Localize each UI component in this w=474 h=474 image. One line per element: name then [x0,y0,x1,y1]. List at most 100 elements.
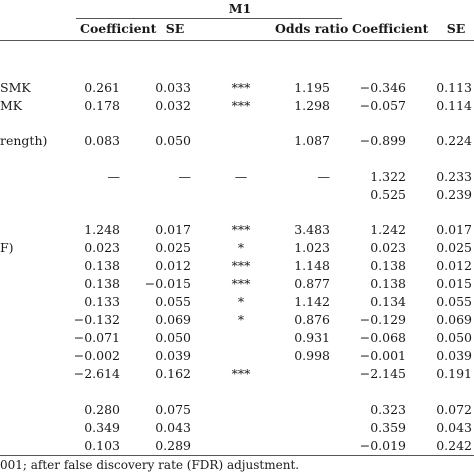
odds-ratio-cell: 0.877 [294,276,330,291]
se-m2-cell: 0.113 [436,80,472,95]
significance-cell: * [237,240,245,255]
coefficient-m2-cell: 0.023 [370,240,406,255]
row-label: rength) [0,133,48,148]
col-header-coefficient-2: Coefficient [352,21,429,36]
odds-ratio-cell: 0.998 [294,348,330,363]
se-m1-cell: 0.050 [155,133,191,148]
coefficient-m2-cell: 1.322 [370,169,406,184]
odds-ratio-cell: 0.931 [294,330,330,345]
se-m2-cell: 0.017 [436,222,472,237]
se-m2-cell: 0.050 [436,330,472,345]
group-underline [76,18,342,19]
se-m1-cell: 0.055 [155,294,191,309]
coefficient-m2-cell: −0.346 [359,80,406,95]
se-m1-cell: 0.162 [155,366,191,381]
coefficient-m2-cell: 0.138 [370,258,406,273]
se-m1-cell: 0.017 [155,222,191,237]
se-m2-cell: 0.012 [436,258,472,273]
odds-ratio-cell: 1.298 [294,98,330,113]
se-m1-cell: 0.075 [155,402,191,417]
se-m1-cell: 0.033 [155,80,191,95]
coefficient-m2-cell: 0.525 [370,187,406,202]
se-m1-cell: 0.043 [155,420,191,435]
se-m2-cell: 0.069 [436,312,472,327]
coefficient-m1-cell: 0.138 [84,276,120,291]
significance-cell: *** [231,258,251,273]
footnote: 001; after false discovery rate (FDR) ad… [0,458,300,472]
significance-cell: *** [231,80,251,95]
se-m2-cell: 0.191 [436,366,472,381]
coefficient-m1-cell: 1.248 [84,222,120,237]
col-header-coefficient-1: Coefficient [80,21,157,36]
se-m2-cell: 0.242 [436,438,472,453]
coefficient-m1-cell: 0.280 [84,402,120,417]
group-label-m1: M1 [228,1,252,16]
coefficient-m1-cell: 0.133 [84,294,120,309]
coefficient-m1-cell: — [107,169,121,184]
row-label: SMK [0,80,31,95]
se-m1-cell: 0.289 [155,438,191,453]
se-m2-cell: 0.239 [436,187,472,202]
odds-ratio-cell: 1.087 [294,133,330,148]
col-header-se-2: SE [446,21,466,36]
coefficient-m1-cell: 0.083 [84,133,120,148]
se-m2-cell: 0.043 [436,420,472,435]
coefficient-m2-cell: 1.242 [370,222,406,237]
se-m2-cell: 0.114 [436,98,472,113]
se-m1-cell: 0.025 [155,240,191,255]
se-m1-cell: 0.069 [155,312,191,327]
se-m2-cell: 0.224 [436,133,472,148]
coefficient-m1-cell: 0.023 [84,240,120,255]
coefficient-m2-cell: 0.323 [370,402,406,417]
se-m1-cell: — [178,169,192,184]
se-m1-cell: 0.039 [155,348,191,363]
significance-cell: *** [231,276,251,291]
significance-cell: * [237,294,245,309]
se-m1-cell: 0.012 [155,258,191,273]
odds-ratio-cell: 1.148 [294,258,330,273]
se-m1-cell: 0.050 [155,330,191,345]
se-m2-cell: 0.055 [436,294,472,309]
coefficient-m2-cell: −0.019 [359,438,406,453]
coefficient-m1-cell: 0.261 [84,80,120,95]
se-m2-cell: 0.072 [436,402,472,417]
coefficient-m1-cell: 0.103 [84,438,120,453]
row-label: MK [0,98,23,113]
coefficient-m1-cell: −0.002 [73,348,120,363]
coefficient-m2-cell: −0.001 [359,348,406,363]
coefficient-m1-cell: −0.132 [73,312,120,327]
se-m2-cell: 0.015 [436,276,472,291]
significance-cell: — [234,169,248,184]
coefficient-m2-cell: 0.138 [370,276,406,291]
coefficient-m1-cell: 0.178 [84,98,120,113]
coefficient-m2-cell: 0.359 [370,420,406,435]
coefficient-m1-cell: 0.138 [84,258,120,273]
coefficient-m1-cell: −2.614 [73,366,120,381]
odds-ratio-cell: 0.876 [294,312,330,327]
coefficient-m2-cell: −0.068 [359,330,406,345]
coefficient-m1-cell: −0.071 [73,330,120,345]
col-header-se-1: SE [165,21,185,36]
se-m2-cell: 0.039 [436,348,472,363]
coefficient-m2-cell: −0.129 [359,312,406,327]
se-m1-cell: 0.032 [155,98,191,113]
header-rule [0,40,474,41]
coefficient-m2-cell: −0.899 [359,133,406,148]
significance-cell: *** [231,98,251,113]
odds-ratio-cell: — [317,169,331,184]
coefficient-m1-cell: 0.349 [84,420,120,435]
bottom-rule [0,455,474,456]
col-header-odds-ratio: Odds ratio [275,21,349,36]
coefficient-m2-cell: 0.134 [370,294,406,309]
significance-cell: * [237,312,245,327]
coefficient-m2-cell: −0.057 [359,98,406,113]
se-m1-cell: −0.015 [144,276,191,291]
significance-cell: *** [231,366,251,381]
coefficient-m2-cell: −2.145 [359,366,406,381]
odds-ratio-cell: 1.023 [294,240,330,255]
odds-ratio-cell: 1.142 [294,294,330,309]
se-m2-cell: 0.025 [436,240,472,255]
row-label: F) [0,240,14,255]
significance-cell: *** [231,222,251,237]
odds-ratio-cell: 3.483 [294,222,330,237]
